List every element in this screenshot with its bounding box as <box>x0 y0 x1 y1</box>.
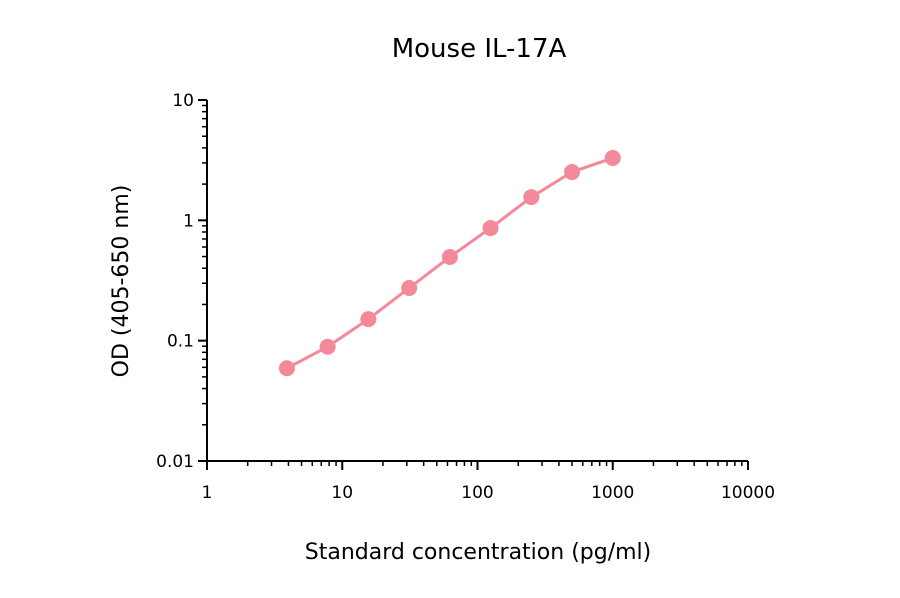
y-tick-label: 0.1 <box>167 332 194 352</box>
y-tick-label: 10 <box>172 91 194 111</box>
x-tick-label: 10 <box>331 483 353 503</box>
data-point <box>482 220 499 237</box>
data-point <box>523 189 540 206</box>
chart-title: Mouse IL-17A <box>392 34 567 64</box>
data-point <box>401 279 418 296</box>
data-point <box>278 360 295 377</box>
x-tick-label: 1000 <box>591 483 634 503</box>
data-point <box>319 338 336 355</box>
data-point <box>564 164 581 181</box>
y-tick-label: 1 <box>183 211 194 231</box>
data-point <box>604 149 621 166</box>
x-tick-label: 10000 <box>721 483 775 503</box>
x-axis-label: Standard concentration (pg/ml) <box>305 540 652 565</box>
y-axis-label: OD (405-650 nm) <box>109 185 134 378</box>
y-tick-label: 0.01 <box>156 452 194 472</box>
data-point <box>441 248 458 265</box>
x-tick-label: 100 <box>461 483 493 503</box>
data-point <box>360 311 377 328</box>
x-tick-label: 1 <box>202 483 213 503</box>
